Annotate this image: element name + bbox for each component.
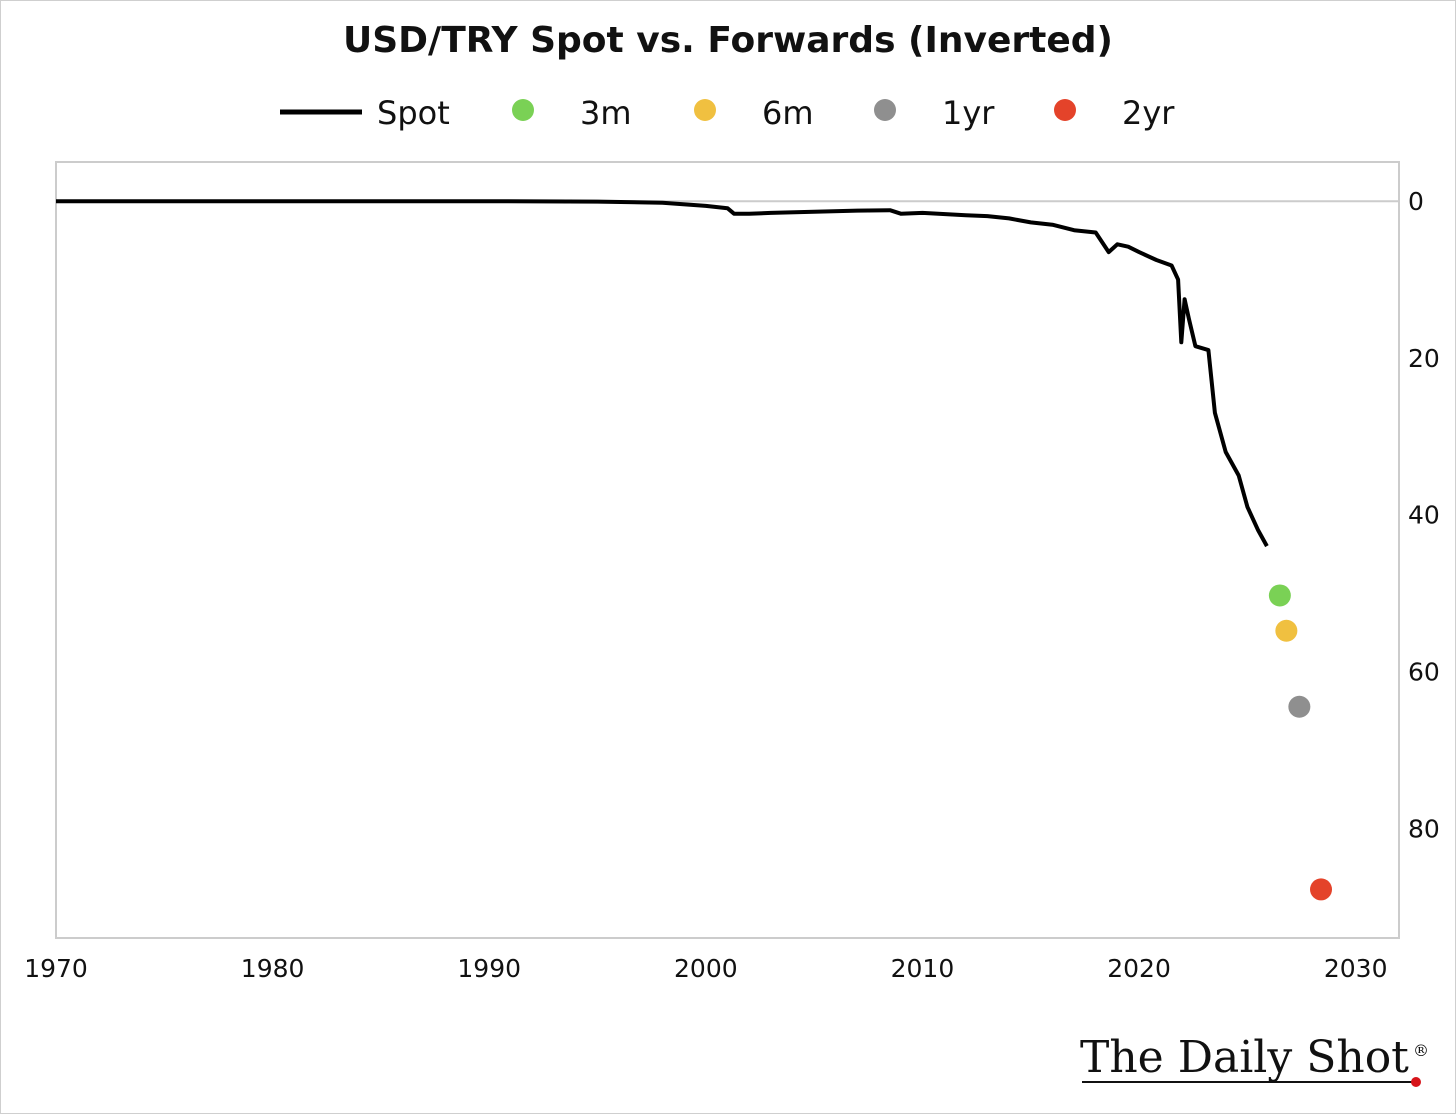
- data-point-3m: [1268, 584, 1291, 607]
- series-line-spot: [56, 199, 1269, 548]
- y-tick-label: 0: [1408, 187, 1424, 216]
- data-point-1yr: [1288, 695, 1311, 718]
- logo-red-dot: [1411, 1077, 1421, 1087]
- legend-label: 2yr: [1122, 94, 1175, 132]
- chart-title: USD/TRY Spot vs. Forwards (Inverted): [343, 20, 1113, 61]
- legend-label: 6m: [762, 94, 814, 132]
- y-tick-label: 60: [1408, 657, 1440, 686]
- legend-swatch-3m: [512, 99, 534, 121]
- x-axis: 1970 1980 1990 2000 2010 2020 2030: [24, 954, 1387, 983]
- x-tick-label: 1970: [24, 954, 88, 983]
- legend-swatch-1yr: [874, 99, 896, 121]
- x-tick-label: 2020: [1107, 954, 1171, 983]
- x-tick-label: 1990: [457, 954, 521, 983]
- logo-text: The Daily Shot: [1080, 1032, 1409, 1083]
- legend-label: Spot: [377, 94, 450, 132]
- data-point-2yr: [1310, 878, 1333, 901]
- logo: The Daily Shot ®: [1080, 1032, 1429, 1087]
- x-tick-label: 2030: [1324, 954, 1388, 983]
- legend-swatch-6m: [694, 99, 716, 121]
- x-tick-label: 2010: [891, 954, 955, 983]
- y-axis: 0 20 40 60 80: [1408, 187, 1440, 843]
- legend-label: 3m: [580, 94, 632, 132]
- legend-swatch-2yr: [1054, 99, 1076, 121]
- forward-points: [1268, 584, 1333, 901]
- y-tick-label: 40: [1408, 501, 1440, 530]
- y-tick-label: 20: [1408, 344, 1440, 373]
- data-point-6m: [1275, 619, 1298, 642]
- y-tick-label: 80: [1408, 814, 1440, 843]
- plot-area: [55, 161, 1400, 939]
- x-tick-label: 2000: [674, 954, 738, 983]
- x-tick-label: 1980: [241, 954, 305, 983]
- logo-registered-mark: ®: [1413, 1041, 1429, 1060]
- legend-label: 1yr: [942, 94, 995, 132]
- legend: Spot 3m 6m 1yr 2yr: [280, 94, 1175, 132]
